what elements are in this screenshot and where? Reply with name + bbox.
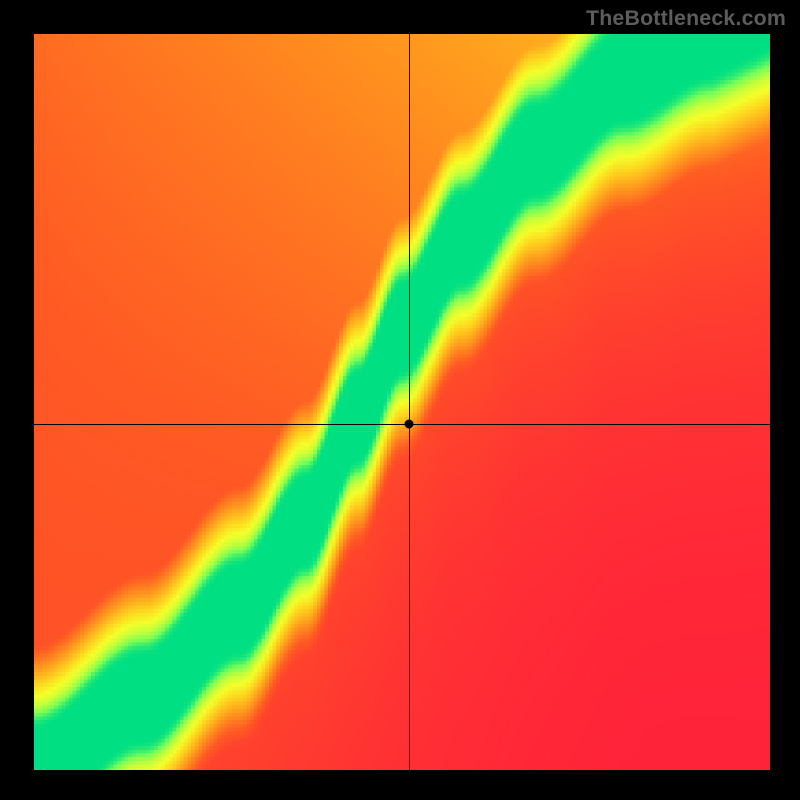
crosshair-vertical xyxy=(409,32,410,772)
crosshair-horizontal xyxy=(32,424,772,425)
marker-dot xyxy=(405,420,414,429)
plot-frame xyxy=(32,32,772,772)
chart-container: TheBottleneck.com xyxy=(0,0,800,800)
watermark-text: TheBottleneck.com xyxy=(586,6,786,31)
